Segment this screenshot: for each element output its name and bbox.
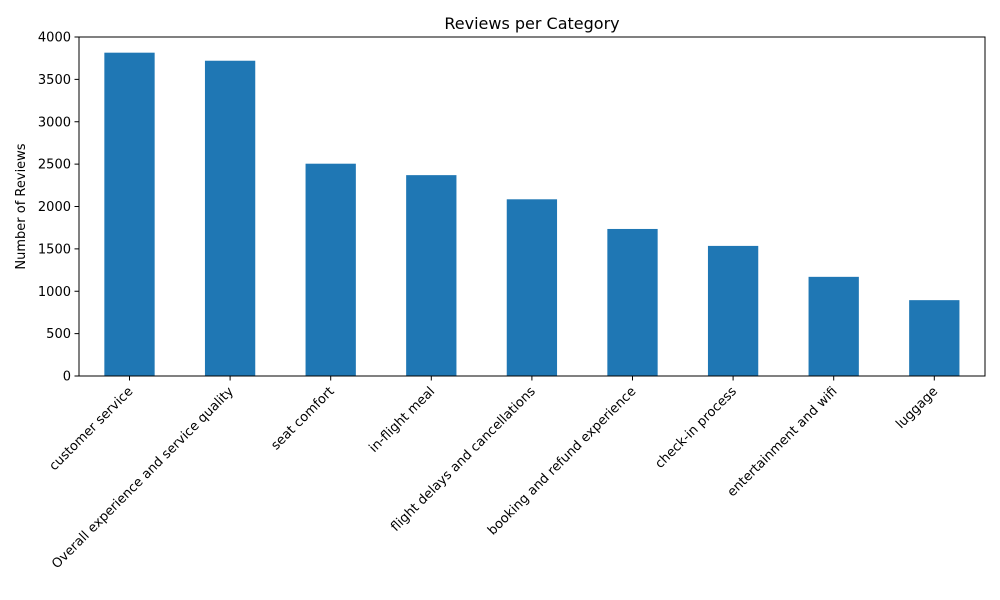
y-tick-label-0: 0 [63, 370, 71, 385]
bar-6 [708, 246, 758, 376]
chart-title: Reviews per Category [444, 14, 619, 33]
y-tick-label-2: 1000 [38, 285, 71, 300]
x-tick-label-6: check-in process [652, 384, 740, 472]
bars-group [104, 53, 959, 376]
y-tick-label-6: 3000 [38, 115, 71, 130]
bar-0 [104, 53, 154, 376]
x-tick-label-2: seat comfort [268, 384, 337, 453]
y-tick-label-3: 1500 [38, 242, 71, 257]
bar-8 [909, 300, 959, 376]
x-tick-label-3: in-flight meal [366, 384, 438, 456]
bar-5 [607, 229, 657, 376]
y-tick-label-1: 500 [46, 327, 71, 342]
y-tick-label-7: 3500 [38, 73, 71, 88]
bar-3 [406, 175, 456, 376]
bar-4 [507, 199, 557, 376]
y-axis: 0 500 1000 1500 2000 2500 3000 3500 4000 [38, 31, 79, 385]
y-tick-label-8: 4000 [38, 31, 71, 46]
y-tick-label-4: 2000 [38, 200, 71, 215]
bar-7 [809, 277, 859, 376]
bar-1 [205, 61, 255, 376]
x-tick-label-7: entertainment and wifi [725, 384, 841, 500]
y-tick-label-5: 2500 [38, 158, 71, 173]
x-tick-label-1: Overall experience and service quality [49, 384, 237, 572]
x-tick-label-8: luggage [893, 384, 941, 432]
x-tick-label-0: customer service [47, 384, 137, 474]
y-axis-label: Number of Reviews [14, 143, 29, 269]
bar-2 [306, 164, 356, 376]
